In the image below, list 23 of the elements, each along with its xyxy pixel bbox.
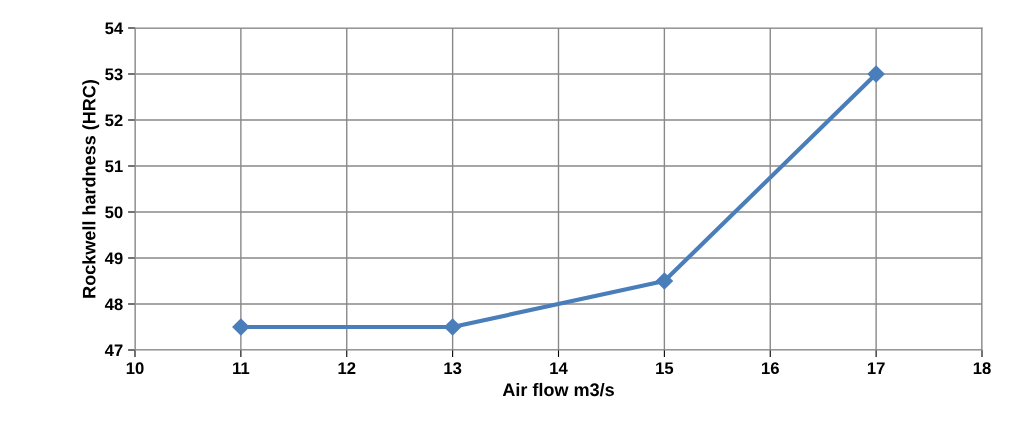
x-tick-label: 18 <box>973 362 991 375</box>
y-axis-title: Rockwell hardness (HRC) <box>82 80 100 298</box>
y-tick-label: 49 <box>104 252 123 265</box>
y-tick-label: 54 <box>105 22 124 35</box>
point <box>444 318 462 336</box>
x-tick-label: 15 <box>656 362 674 375</box>
y-tick-label: 51 <box>105 160 123 173</box>
point <box>655 272 673 290</box>
y-tick-label: 47 <box>104 344 123 357</box>
point <box>232 318 250 336</box>
y-tick-label: 48 <box>104 298 123 311</box>
y-tick-label: 53 <box>105 68 123 81</box>
x-tick-label: 11 <box>233 362 250 374</box>
x-tick-label: 13 <box>444 362 462 375</box>
x-axis-title: Air flow m3/s <box>502 382 614 397</box>
x-tick-label: 16 <box>762 362 779 375</box>
x-tick-label: 17 <box>867 362 885 374</box>
x-tick-label: 14 <box>550 362 568 374</box>
point <box>867 65 885 83</box>
y-tick-label: 50 <box>105 206 123 219</box>
x-tick-label: 10 <box>126 362 144 375</box>
y-tick-label: 52 <box>105 114 123 127</box>
x-tick-label: 12 <box>338 362 356 374</box>
